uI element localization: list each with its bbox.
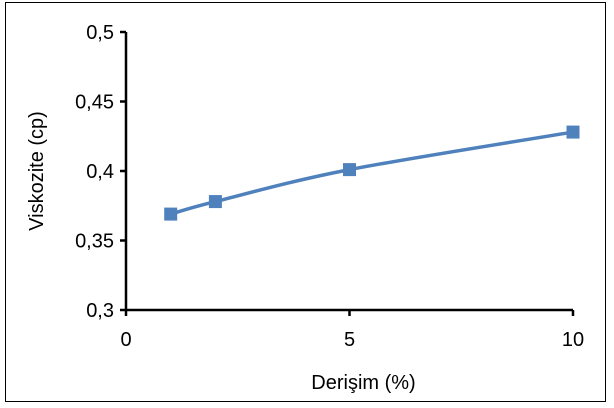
axes	[120, 30, 575, 316]
chart-frame	[5, 2, 606, 402]
data-point-marker	[208, 195, 222, 209]
series-line	[168, 130, 575, 216]
series-layer	[164, 125, 580, 221]
y-tick-label: 0,5	[86, 22, 114, 44]
y-tick-label: 0,45	[75, 92, 114, 114]
y-tick-label: 0,4	[86, 161, 114, 183]
x-tick-label: 10	[562, 329, 584, 351]
data-point-marker	[343, 163, 356, 177]
y-tick-label: 0,3	[86, 300, 114, 322]
x-axis-title: Derişim (%)	[311, 372, 415, 394]
data-point-marker	[566, 125, 580, 139]
x-tick-label: 0	[120, 329, 131, 351]
y-tick-label: 0,35	[75, 231, 114, 253]
tick-labels: 0,3 0,35 0,4 0,45 0,5 0 5 10	[75, 22, 584, 351]
data-point-marker	[164, 207, 178, 221]
x-tick-label: 5	[344, 329, 355, 351]
y-axis-title: Viskozite (cp)	[26, 111, 48, 231]
